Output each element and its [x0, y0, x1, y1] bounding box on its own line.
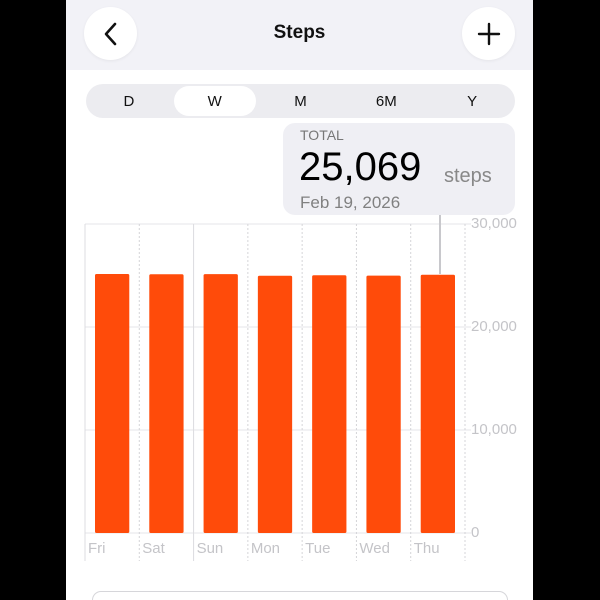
- y-tick-label: 30,000: [471, 215, 517, 232]
- segment-month[interactable]: M: [294, 92, 307, 110]
- steps-bar-chart: [84, 223, 471, 561]
- time-range-segmented-control: D W M 6M Y: [86, 84, 515, 118]
- y-tick-label: 0: [471, 524, 480, 541]
- x-tick-label: Thu: [413, 540, 440, 557]
- tooltip-value: 25,069: [299, 145, 422, 189]
- bar-sun: [203, 274, 238, 533]
- bar-fri: [95, 273, 130, 533]
- x-tick-label: Fri: [88, 540, 106, 557]
- phone-screen: Steps D W M 6M Y 30,000 20,000 10,000 0 Fri…: [66, 0, 533, 600]
- y-tick-label: 10,000: [471, 421, 517, 438]
- x-tick-label: Tue: [305, 540, 331, 557]
- chevron-left-icon: [104, 22, 116, 45]
- back-button[interactable]: [84, 7, 137, 60]
- selection-indicator-line: [439, 215, 441, 274]
- tooltip-unit: steps: [444, 165, 492, 187]
- bottom-card[interactable]: [92, 591, 508, 600]
- segment-week[interactable]: W: [173, 86, 256, 116]
- bar-sat: [149, 274, 184, 533]
- x-tick-label: Sun: [196, 540, 224, 557]
- plus-icon: [477, 22, 500, 45]
- y-tick-label: 20,000: [471, 318, 517, 335]
- add-button[interactable]: [462, 7, 515, 60]
- bar-wed: [366, 275, 401, 533]
- tooltip-label: TOTAL: [300, 127, 344, 143]
- segment-day[interactable]: D: [123, 92, 135, 110]
- tooltip-date: Feb 19, 2026: [300, 193, 401, 212]
- header: Steps: [66, 0, 533, 70]
- total-tooltip: TOTAL 25,069 steps Feb 19, 2026: [283, 123, 515, 215]
- x-tick-label: Sat: [142, 540, 165, 557]
- bar-thu: [420, 274, 455, 533]
- segment-year[interactable]: Y: [467, 92, 478, 110]
- bar-tue: [312, 275, 347, 533]
- x-tick-label: Mon: [250, 540, 281, 557]
- segment-6-months[interactable]: 6M: [375, 92, 397, 110]
- bar-mon: [257, 275, 293, 533]
- x-tick-label: Wed: [359, 540, 390, 557]
- page-title: Steps: [273, 22, 326, 43]
